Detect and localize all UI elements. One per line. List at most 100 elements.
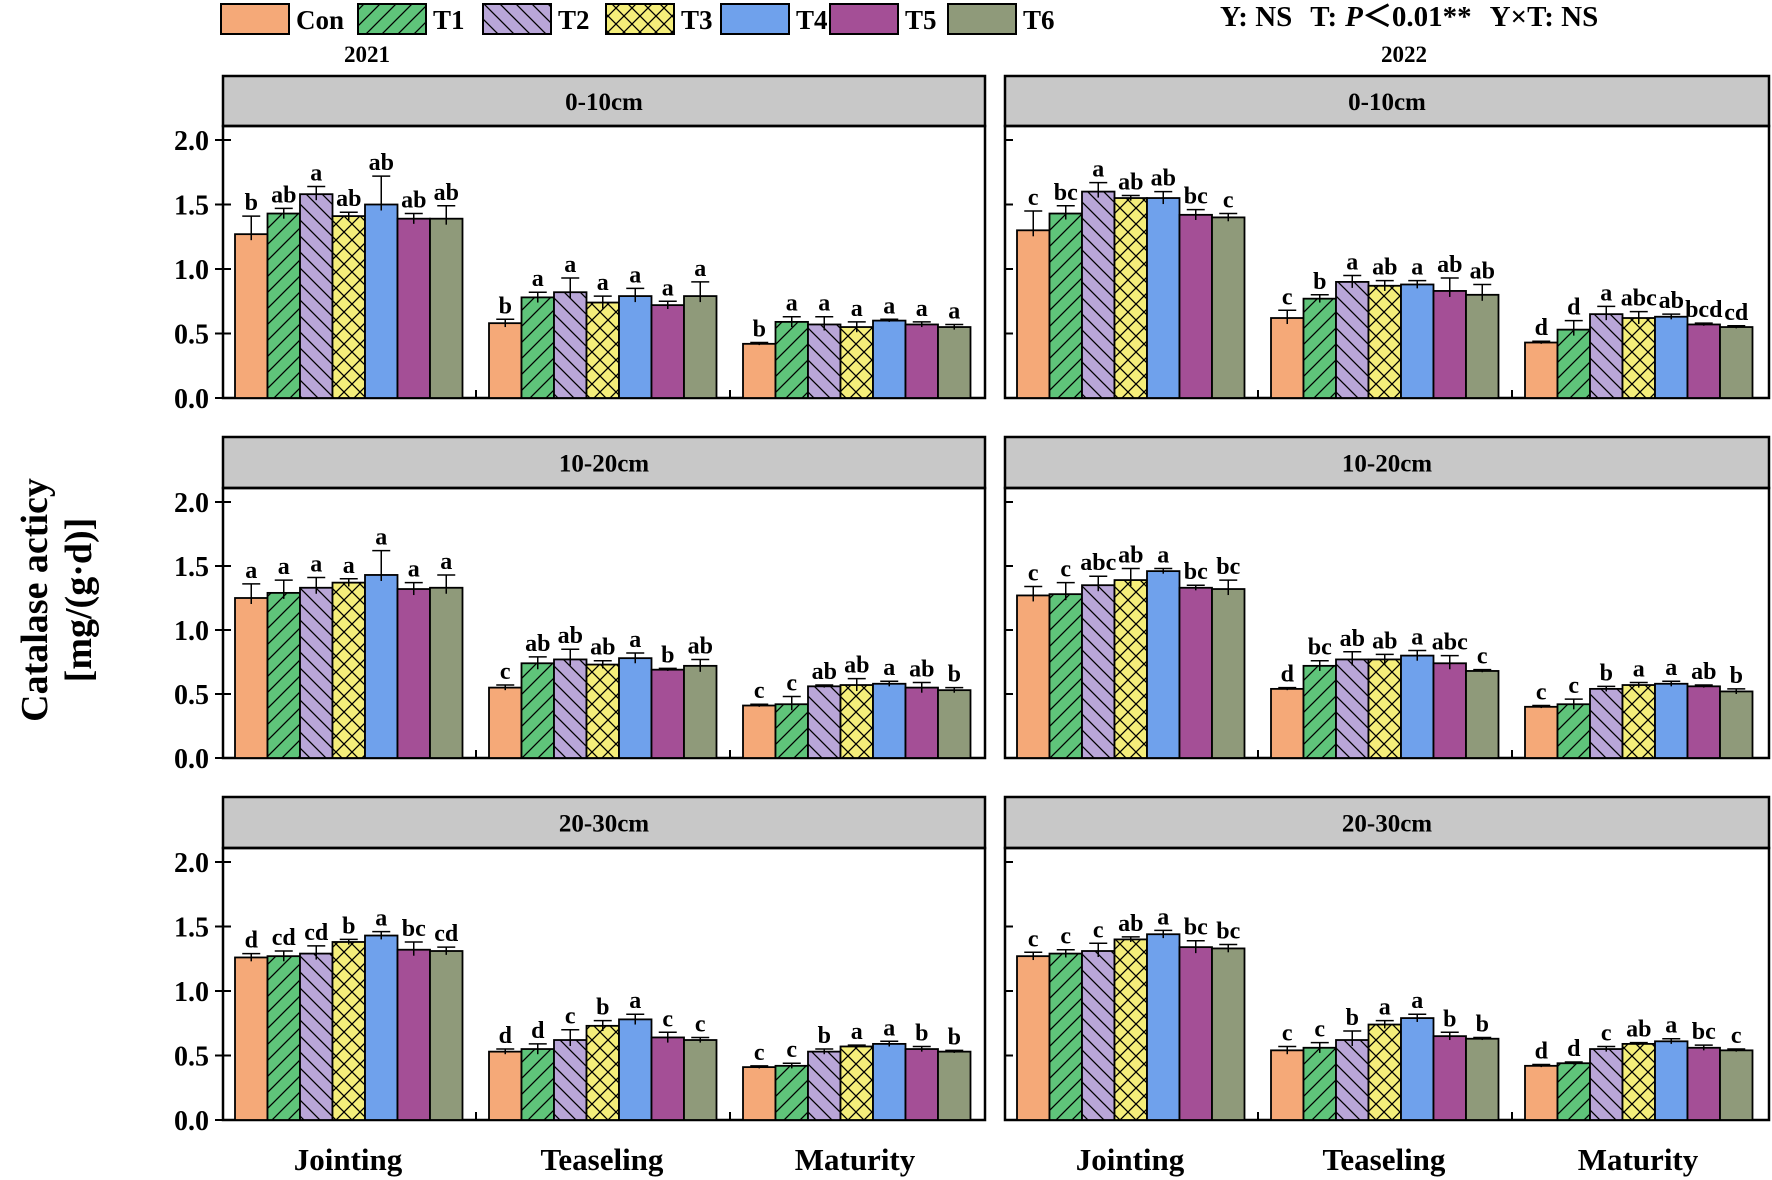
- bar-jointing-t5: [1178, 586, 1213, 759]
- significance-letter: a: [375, 906, 387, 932]
- significance-letter: a: [1157, 543, 1169, 569]
- significance-letter: d: [1567, 295, 1581, 321]
- significance-letter: bc: [1184, 559, 1208, 585]
- bar-maturity-t4: [1654, 682, 1689, 759]
- significance-letter: c: [1282, 1020, 1293, 1046]
- y-tick-label: 2.0: [174, 488, 209, 519]
- significance-letter: c: [1477, 644, 1488, 670]
- significance-letter: c: [754, 1040, 765, 1066]
- bar-maturity-t5: [1686, 685, 1721, 759]
- significance-letter: ab: [844, 653, 869, 679]
- significance-letter: bc: [402, 916, 426, 942]
- bar-teaseling-t1: [1302, 297, 1337, 399]
- bar-jointing-con: [1016, 229, 1051, 399]
- bar-teaseling-t5: [650, 1036, 685, 1121]
- significance-letter: bc: [1054, 180, 1078, 206]
- bar-teaseling-t1: [520, 296, 555, 399]
- bar-maturity-t4: [1654, 1040, 1689, 1121]
- bar-jointing-t5: [396, 588, 431, 759]
- significance-letter: c: [1093, 917, 1104, 943]
- bar-jointing-t5: [396, 948, 431, 1121]
- bar-jointing-t2: [299, 193, 334, 399]
- significance-letter: ab: [1372, 628, 1397, 654]
- bar-maturity-t3: [1621, 317, 1656, 399]
- panel-depth-label: 0-10cm: [1348, 89, 1426, 116]
- bar-teaseling-t4: [1400, 654, 1435, 759]
- bar-jointing-t2: [299, 586, 334, 759]
- bar-jointing-t1: [266, 212, 301, 399]
- significance-letter: a: [662, 275, 674, 301]
- bar-jointing-t2: [1081, 190, 1116, 399]
- significance-letter: c: [786, 671, 797, 697]
- significance-letter: ab: [590, 635, 615, 661]
- significance-letter: bc: [1692, 1019, 1716, 1045]
- significance-letter: bcd: [1685, 297, 1723, 323]
- significance-letter: c: [1282, 284, 1293, 310]
- bar-maturity-con: [742, 342, 777, 399]
- bar-jointing-t2: [1081, 950, 1116, 1121]
- bar-teaseling-t5: [650, 668, 685, 759]
- significance-letter: ab: [401, 188, 426, 214]
- significance-letter: ab: [434, 180, 459, 206]
- significance-letter: b: [1600, 660, 1613, 686]
- bar-teaseling-t2: [553, 1039, 588, 1121]
- significance-letter: bc: [1216, 919, 1240, 945]
- bar-teaseling-t3: [1367, 284, 1402, 399]
- significance-letter: a: [629, 988, 641, 1014]
- panel-header: [221, 74, 987, 128]
- bar-maturity-t4: [872, 1042, 907, 1121]
- bar-teaseling-t4: [1400, 1017, 1435, 1121]
- panel-header: [1003, 74, 1771, 128]
- y-tick-label: 1.5: [174, 913, 209, 944]
- bar-jointing-t3: [1113, 197, 1148, 399]
- stats-t-prefix: T:: [1310, 1, 1337, 33]
- bar-jointing-t3: [1113, 938, 1148, 1121]
- legend-item-t6: T6: [947, 3, 1055, 35]
- significance-letter: c: [1060, 924, 1071, 950]
- stats-t-rest: ＜0.01**: [1363, 1, 1472, 33]
- bar-jointing-t4: [1146, 197, 1181, 399]
- significance-letter: ab: [558, 623, 583, 649]
- bar-teaseling-t6: [1465, 1037, 1500, 1121]
- y-tick-label: 0.0: [174, 1106, 209, 1137]
- bar-jointing-t6: [429, 217, 464, 399]
- significance-letter: cd: [1724, 300, 1749, 326]
- bar-maturity-t6: [937, 689, 972, 759]
- significance-letter: a: [1411, 624, 1423, 650]
- bar-teaseling-t5: [1432, 290, 1467, 399]
- bar-maturity-t4: [872, 319, 907, 399]
- bar-jointing-t1: [1048, 593, 1083, 759]
- bar-teaseling-t1: [1302, 664, 1337, 759]
- significance-letter: d: [1281, 662, 1295, 688]
- bar-jointing-t2: [299, 952, 334, 1121]
- significance-letter: b: [1443, 1006, 1456, 1032]
- bar-jointing-t4: [364, 934, 399, 1121]
- legend: Con T1 T2 T3 T4 T5 T6: [220, 3, 1055, 35]
- significance-letter: c: [1731, 1023, 1742, 1049]
- significance-letter: b: [948, 1024, 961, 1050]
- significance-letter: c: [754, 678, 765, 704]
- significance-letter: a: [343, 553, 355, 579]
- category-label-jointing: Jointing: [294, 1142, 403, 1177]
- bar-teaseling-t1: [520, 1048, 555, 1121]
- bar-maturity-t2: [1589, 313, 1624, 399]
- bar-maturity-t1: [1556, 1062, 1591, 1121]
- significance-letter: ab: [1372, 255, 1397, 281]
- bar-jointing-t4: [364, 203, 399, 399]
- significance-letter: cd: [304, 920, 329, 946]
- significance-letter: b: [245, 190, 258, 216]
- category-label-jointing: Jointing: [1076, 1142, 1185, 1177]
- bar-maturity-t6: [937, 326, 972, 399]
- significance-letter: c: [1601, 1020, 1612, 1046]
- legend-label-t2: T2: [558, 5, 590, 35]
- legend-swatch-t5: [829, 3, 899, 35]
- significance-letter: a: [1600, 280, 1612, 306]
- significance-letter: d: [499, 1023, 513, 1049]
- bar-maturity-t2: [1589, 687, 1624, 759]
- bar-teaseling-t1: [1302, 1046, 1337, 1121]
- significance-letter: c: [1314, 1017, 1325, 1043]
- significance-letter: a: [818, 291, 830, 317]
